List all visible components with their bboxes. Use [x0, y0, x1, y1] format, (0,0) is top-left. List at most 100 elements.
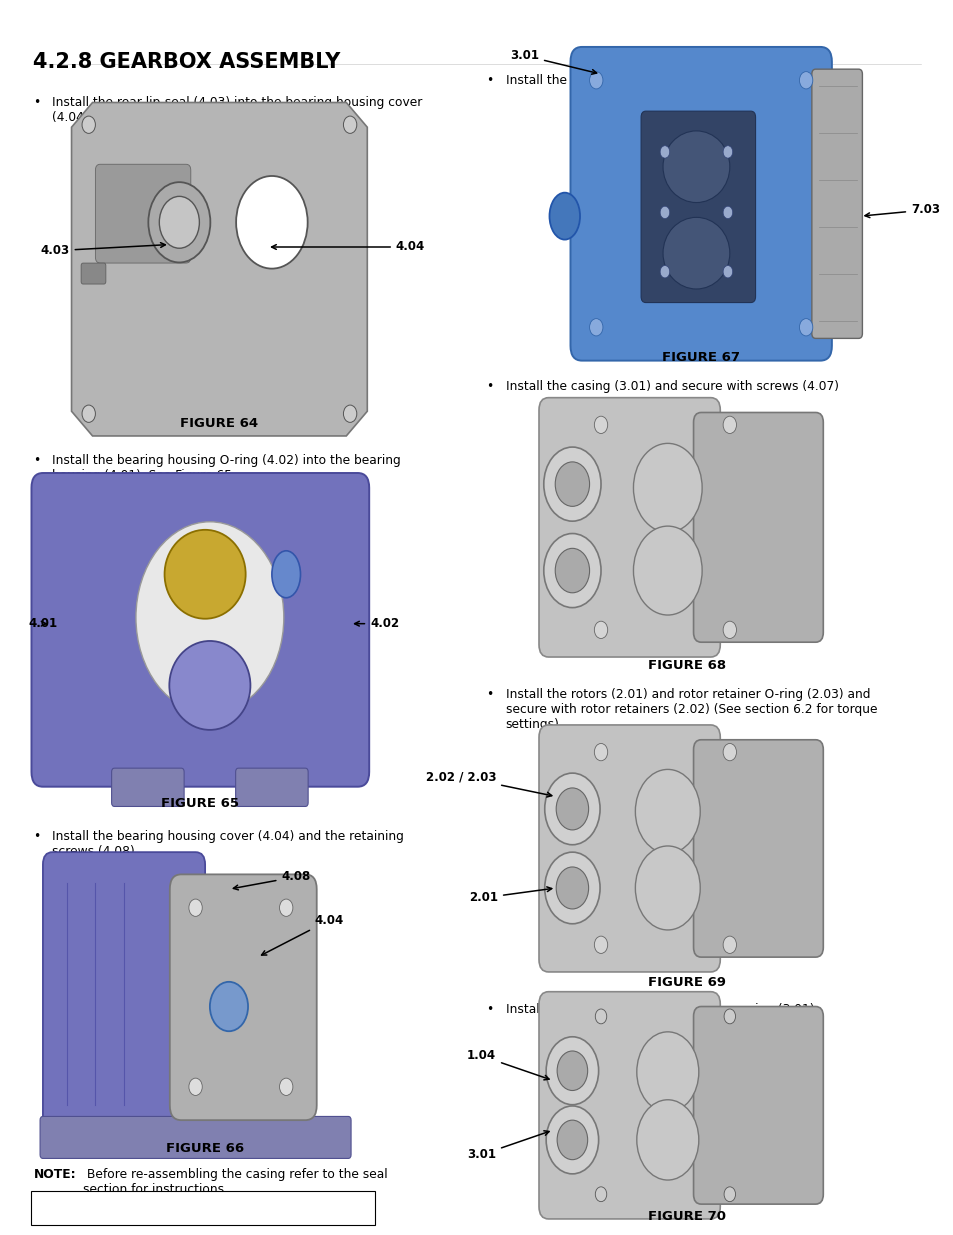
FancyBboxPatch shape: [81, 263, 106, 284]
Ellipse shape: [545, 1037, 598, 1105]
Text: Install the rotors (2.01) and rotor retainer O-ring (2.03) and
secure with rotor: Install the rotors (2.01) and rotor reta…: [505, 688, 876, 731]
Ellipse shape: [555, 462, 589, 506]
Text: •: •: [486, 74, 494, 88]
Text: 4.04: 4.04: [261, 914, 344, 955]
FancyBboxPatch shape: [31, 473, 369, 787]
Text: Install the head studs (1.04) into the casing (3.01): Install the head studs (1.04) into the c…: [505, 1003, 813, 1016]
Text: FIGURE 70: FIGURE 70: [647, 1210, 725, 1224]
Text: FIGURE 69: FIGURE 69: [647, 976, 725, 989]
Ellipse shape: [543, 447, 600, 521]
Text: FIGURE 64: FIGURE 64: [180, 417, 258, 431]
Text: SECTION TSM  288      ISSUE   A        PAGE 22  OF  36: SECTION TSM 288 ISSUE A PAGE 22 OF 36: [66, 1203, 340, 1213]
FancyBboxPatch shape: [693, 1007, 822, 1204]
Circle shape: [343, 116, 356, 133]
Circle shape: [189, 899, 202, 916]
Circle shape: [723, 1187, 735, 1202]
Text: 3.01: 3.01: [510, 49, 596, 74]
Ellipse shape: [543, 534, 600, 608]
Circle shape: [189, 1078, 202, 1095]
FancyBboxPatch shape: [235, 768, 308, 806]
Circle shape: [279, 899, 293, 916]
Circle shape: [594, 936, 607, 953]
Ellipse shape: [556, 867, 588, 909]
Circle shape: [723, 1009, 735, 1024]
Text: NOTE:: NOTE:: [33, 1168, 76, 1182]
Text: 4.01: 4.01: [28, 618, 57, 630]
Circle shape: [722, 621, 736, 638]
Circle shape: [659, 266, 669, 278]
Text: Install the rear lip-seal (4.03) into the bearing housing cover
(4.04): Install the rear lip-seal (4.03) into th…: [52, 96, 422, 125]
FancyBboxPatch shape: [693, 412, 822, 642]
Ellipse shape: [662, 131, 729, 203]
FancyBboxPatch shape: [811, 69, 862, 338]
Text: Install the casing (3.01) and secure with screws (4.07): Install the casing (3.01) and secure wit…: [505, 380, 838, 394]
Circle shape: [594, 621, 607, 638]
Circle shape: [659, 146, 669, 158]
Circle shape: [799, 72, 812, 89]
Ellipse shape: [165, 530, 246, 619]
Circle shape: [589, 72, 602, 89]
Polygon shape: [71, 103, 367, 436]
Ellipse shape: [636, 1032, 698, 1112]
Ellipse shape: [135, 522, 283, 714]
Ellipse shape: [544, 773, 599, 845]
FancyBboxPatch shape: [693, 740, 822, 957]
FancyBboxPatch shape: [95, 164, 191, 263]
Circle shape: [722, 416, 736, 433]
Text: Before re-assembling the casing refer to the seal
section for instructions: Before re-assembling the casing refer to…: [83, 1168, 387, 1197]
FancyBboxPatch shape: [570, 47, 831, 361]
Circle shape: [595, 1187, 606, 1202]
Ellipse shape: [555, 548, 589, 593]
Ellipse shape: [557, 1051, 587, 1091]
Circle shape: [594, 416, 607, 433]
Circle shape: [589, 319, 602, 336]
FancyBboxPatch shape: [170, 874, 316, 1120]
Text: •: •: [33, 454, 41, 468]
Text: 4.03: 4.03: [40, 242, 165, 257]
Text: 4.08: 4.08: [233, 871, 311, 890]
FancyBboxPatch shape: [640, 111, 755, 303]
Text: •: •: [33, 830, 41, 844]
Text: 4.2.8 GEARBOX ASSEMBLY: 4.2.8 GEARBOX ASSEMBLY: [33, 52, 340, 72]
FancyBboxPatch shape: [31, 1191, 375, 1225]
FancyBboxPatch shape: [538, 725, 720, 972]
FancyBboxPatch shape: [43, 852, 205, 1136]
Circle shape: [722, 146, 732, 158]
Text: FIGURE 65: FIGURE 65: [161, 797, 239, 810]
FancyBboxPatch shape: [538, 398, 720, 657]
Circle shape: [82, 116, 95, 133]
Text: Install the bearing housing cover (4.04) and the retaining
screws (4.08): Install the bearing housing cover (4.04)…: [52, 830, 404, 858]
Circle shape: [279, 1078, 293, 1095]
Text: 3.01: 3.01: [467, 1131, 549, 1161]
Circle shape: [659, 206, 669, 219]
FancyBboxPatch shape: [40, 1116, 351, 1158]
Circle shape: [722, 266, 732, 278]
Ellipse shape: [635, 846, 700, 930]
Ellipse shape: [633, 526, 701, 615]
Ellipse shape: [557, 1120, 587, 1160]
Circle shape: [595, 1009, 606, 1024]
Ellipse shape: [635, 769, 700, 853]
Ellipse shape: [236, 175, 307, 269]
Text: •: •: [486, 688, 494, 701]
Ellipse shape: [549, 193, 579, 240]
Text: •: •: [33, 96, 41, 110]
Text: 1.04: 1.04: [466, 1050, 549, 1079]
Text: 7.03: 7.03: [864, 204, 939, 217]
Ellipse shape: [159, 196, 199, 248]
FancyBboxPatch shape: [538, 992, 720, 1219]
Circle shape: [799, 319, 812, 336]
Ellipse shape: [662, 217, 729, 289]
Ellipse shape: [210, 982, 248, 1031]
Circle shape: [82, 405, 95, 422]
Circle shape: [722, 743, 736, 761]
Text: FIGURE 67: FIGURE 67: [661, 351, 740, 364]
Text: 2.02 / 2.03: 2.02 / 2.03: [425, 771, 551, 797]
Circle shape: [722, 936, 736, 953]
Circle shape: [343, 405, 356, 422]
Ellipse shape: [149, 182, 210, 263]
Text: •: •: [486, 380, 494, 394]
Text: FIGURE 66: FIGURE 66: [166, 1142, 244, 1156]
Text: 4.04: 4.04: [272, 241, 425, 253]
Ellipse shape: [545, 1107, 598, 1173]
